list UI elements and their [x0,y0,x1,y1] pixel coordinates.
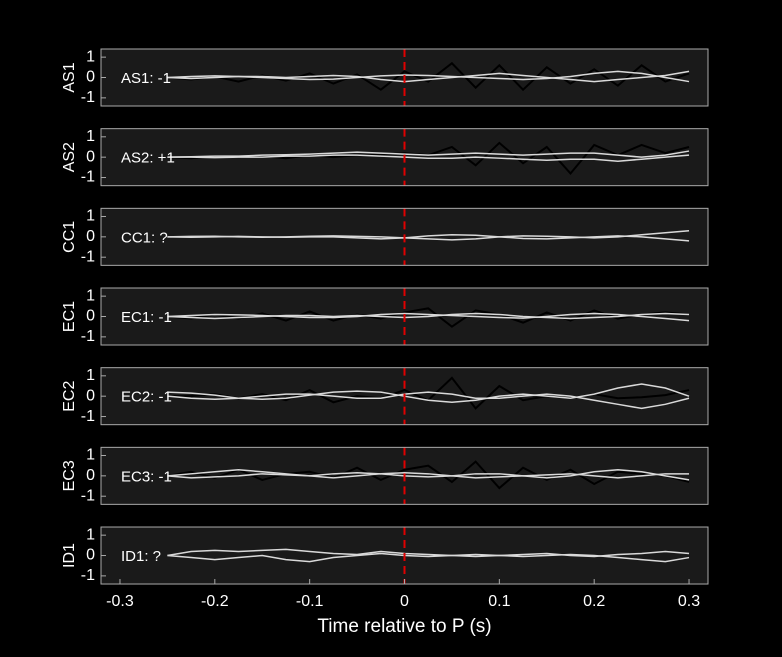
x-tick-label: -0.2 [201,593,229,610]
trace [167,552,690,563]
y-tick-label: 0 [86,228,95,245]
x-tick-label: -0.3 [106,593,134,610]
x-tick-label: 0.1 [488,593,510,610]
annotation: ID1: ? [121,548,161,565]
y-tick-label: -1 [81,169,95,186]
axes-frame [100,287,709,346]
y-tick-label: 0 [86,69,95,86]
axes-frame [100,207,709,266]
y-tick-label: 1 [86,208,95,225]
y-tick-label: 1 [86,526,95,543]
y-tick-label: 0 [86,467,95,484]
x-tick-label: 0 [400,593,409,610]
trace [167,70,690,83]
trace [167,472,690,479]
y-tick-label: -1 [81,567,95,584]
x-tick-label: -0.1 [296,593,324,610]
y-axis-label: AS1 [61,62,78,92]
y-axis-label: ID1 [61,543,78,568]
annotation: EC3: -1 [121,468,172,485]
trace [167,150,690,158]
annotation: AS1: -1 [121,70,171,87]
y-tick-label: 0 [86,547,95,564]
trace [167,391,690,410]
axes-frame [100,446,709,505]
axes-frame [100,367,709,426]
y-tick-label: 1 [86,48,95,65]
annotation: AS2: +1 [121,150,175,167]
y-tick-label: 1 [86,447,95,464]
y-axis-label: AS2 [61,142,78,172]
x-tick-label: 0.3 [678,593,700,610]
y-tick-label: 0 [86,148,95,165]
y-tick-label: 0 [86,308,95,325]
trace [167,312,690,320]
y-axis-label: CC1 [61,221,78,253]
y-axis-label: EC1 [61,301,78,332]
y-tick-label: 1 [86,128,95,145]
y-tick-label: -1 [81,328,95,345]
trace [167,468,690,481]
annotation: CC1: ? [121,229,168,246]
y-tick-label: 1 [86,367,95,384]
y-tick-label: -1 [81,89,95,106]
trace [167,312,690,322]
x-axis-label: Time relative to P (s) [317,616,491,637]
x-tick-label: 0.2 [583,593,605,610]
trace [167,383,690,404]
y-tick-label: 1 [86,287,95,304]
y-tick-label: -1 [81,487,95,504]
y-axis-label: EC3 [61,460,78,491]
trace [167,154,690,162]
annotation: EC2: -1 [121,389,172,406]
y-tick-label: -1 [81,408,95,425]
axes-frame [100,128,709,187]
annotation: EC1: -1 [121,309,172,326]
trace [167,234,690,242]
y-axis-label: EC2 [61,381,78,412]
trace [167,460,690,490]
y-tick-label: -1 [81,248,95,265]
y-tick-label: 0 [86,387,95,404]
axes-frame [100,48,709,107]
